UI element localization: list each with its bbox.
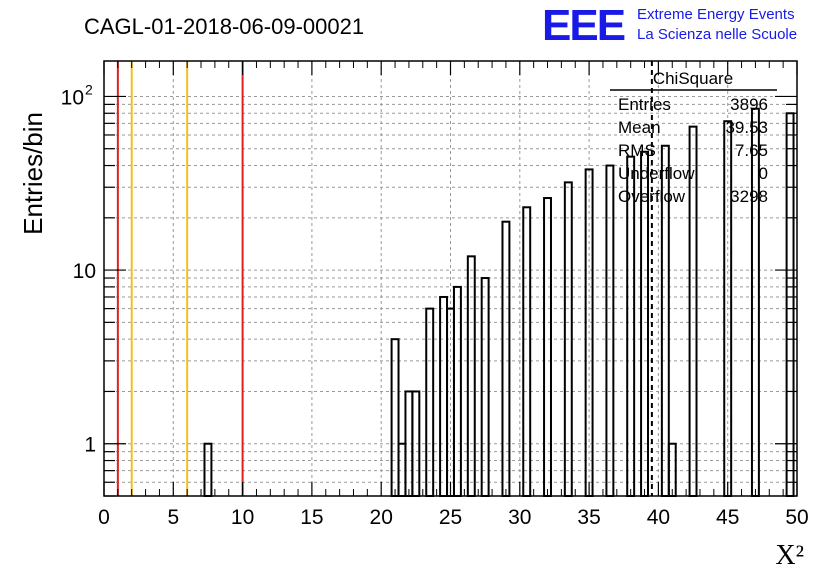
- x-tick-label: 10: [231, 506, 254, 529]
- stats-row-value: 39.53: [725, 118, 768, 137]
- y-tick-exponent: 2: [85, 81, 93, 97]
- eee-logo-mark: EEE: [542, 1, 625, 50]
- x-tick-label: 0: [98, 506, 110, 529]
- x-tick-label: 25: [439, 506, 462, 529]
- x-tick-label: 35: [577, 506, 600, 529]
- histogram-bars: [203, 107, 795, 498]
- y-tick-label: 10: [73, 260, 96, 283]
- eee-logo-line2: La Scienza nelle Scuole: [637, 26, 797, 43]
- grid-lines: [104, 61, 797, 497]
- x-tick-label: 40: [647, 506, 670, 529]
- stats-row-label: RMS: [618, 141, 656, 160]
- histogram-bar: [626, 155, 636, 498]
- stats-row-label: Overflow: [618, 187, 686, 206]
- stats-row-value: 3298: [730, 187, 768, 206]
- histogram-bar: [785, 112, 795, 497]
- eee-logo-line1: Extreme Energy Events: [637, 6, 795, 23]
- eee-logo: EEE Extreme Energy Events La Scienza nel…: [542, 1, 797, 50]
- stats-row-value: 3896: [730, 95, 768, 114]
- x-tick-label: 20: [370, 506, 393, 529]
- reference-lines: [116, 61, 653, 496]
- x-tick-label: 45: [716, 506, 739, 529]
- x-tick-label: 30: [508, 506, 531, 529]
- histogram-bar: [501, 220, 511, 497]
- x-tick-label: 5: [167, 506, 179, 529]
- x-axis: 0 5 10 15 20 25 30 35 40 45 50: [98, 61, 809, 529]
- stats-row-label: Mean: [618, 118, 661, 137]
- stats-row-label: Underflow: [618, 164, 695, 183]
- stats-row-label: Entries: [618, 95, 671, 114]
- stats-box-title: ChiSquare: [653, 69, 733, 88]
- histogram-bar: [425, 307, 435, 497]
- chart-title: CAGL-01-2018-06-09-00021: [84, 14, 364, 39]
- histogram-bar: [522, 206, 532, 497]
- histogram-bar: [439, 295, 449, 498]
- x-axis-label: X²: [775, 540, 804, 571]
- y-axis-label: Entries/bin: [18, 112, 48, 235]
- stats-box: ChiSquare Entries 3896 Mean 39.53 RMS 7.65 Und…: [610, 69, 777, 206]
- histogram-bar: [446, 307, 455, 497]
- x-tick-label: 15: [300, 506, 323, 529]
- y-tick-label: 10: [61, 86, 84, 109]
- histogram-bar: [605, 164, 615, 497]
- histogram-bar: [466, 255, 476, 497]
- stats-row-value: 7.65: [735, 141, 768, 160]
- stats-row-value: 0: [759, 164, 768, 183]
- histogram-bar: [480, 277, 490, 497]
- x-tick-label: 50: [785, 506, 808, 529]
- histogram-bar: [390, 338, 400, 497]
- y-tick-label: 1: [84, 434, 96, 457]
